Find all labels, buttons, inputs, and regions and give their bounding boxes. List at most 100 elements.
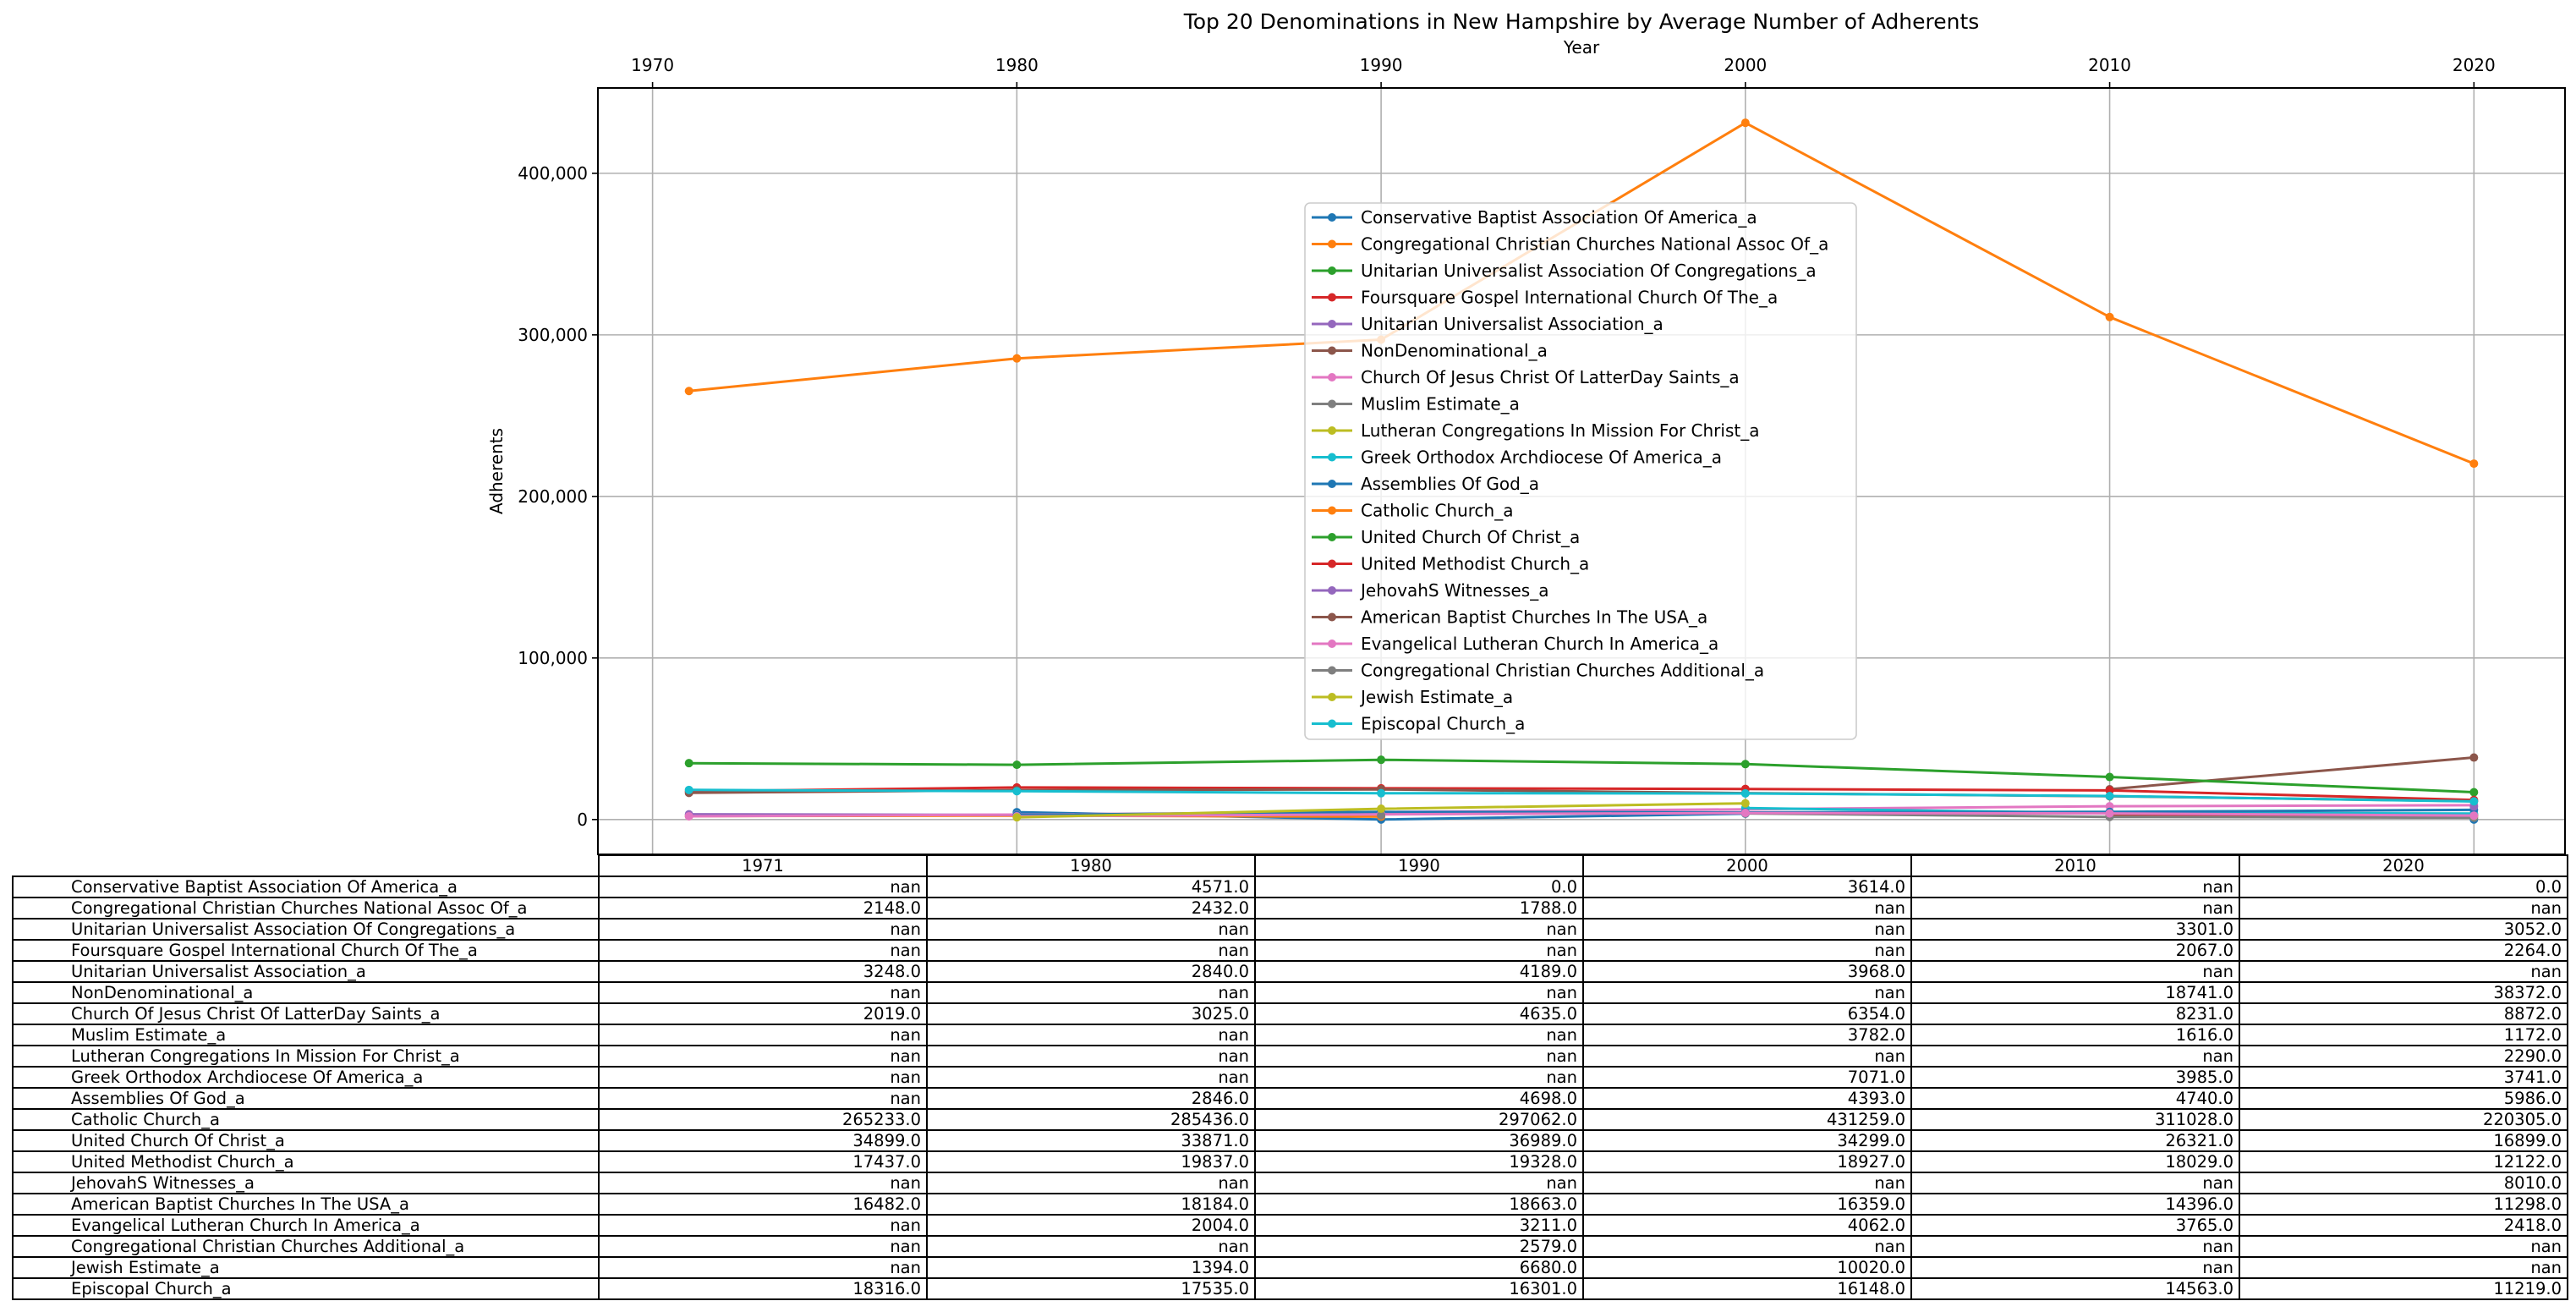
legend-marker [1328, 373, 1336, 382]
data-point [1377, 788, 1386, 798]
data-point [2105, 792, 2114, 801]
table-cell: 34299.0 [1582, 1129, 1912, 1152]
table-cell: 2846.0 [926, 1087, 1256, 1110]
table-cell: nan [926, 1024, 1256, 1046]
table-cell: nan [1910, 1045, 2240, 1068]
legend-entry: Greek Orthodox Archdiocese Of America_a [1361, 447, 1722, 468]
table-cell: 2004.0 [926, 1214, 1256, 1237]
table-column-header: 1980 [926, 854, 1256, 877]
legend-entry: Jewish Estimate_a [1359, 687, 1513, 707]
table-row-label: Catholic Church_a [12, 1108, 600, 1131]
table-cell: 3052.0 [2239, 918, 2568, 941]
table-row-label: Conservative Baptist Association Of Amer… [12, 876, 600, 898]
table-cell: 265233.0 [598, 1108, 928, 1131]
legend-marker [1328, 559, 1336, 568]
table-cell: 3741.0 [2239, 1066, 2568, 1089]
legend-entry: United Methodist Church_a [1361, 554, 1589, 574]
legend-entry: American Baptist Churches In The USA_a [1361, 607, 1707, 628]
table-cell: 2432.0 [926, 897, 1256, 919]
legend-entry: United Church Of Christ_a [1361, 527, 1580, 547]
table-cell: 3985.0 [1910, 1066, 2240, 1089]
legend-marker [1328, 480, 1336, 488]
table-row-label: NonDenominational_a [12, 981, 600, 1004]
legend-marker [1328, 453, 1336, 462]
data-point [684, 785, 693, 794]
legend-entry: Unitarian Universalist Association Of Co… [1361, 261, 1817, 281]
data-table: 1971 1980 1990 2000 2010 2020 Conservative Ba… [12, 854, 2568, 1300]
table-row-label: Episcopal Church_a [12, 1277, 600, 1300]
data-point [1377, 810, 1386, 820]
table-cell: nan [926, 939, 1256, 962]
x-axis-ticks: 1970 1980 1990 2000 2010 2020 [631, 55, 2496, 88]
legend-entry: Church Of Jesus Christ Of LatterDay Sain… [1361, 367, 1740, 387]
legend-marker [1328, 612, 1336, 622]
y-tick-label: 200,000 [518, 486, 588, 507]
table-cell: nan [598, 1087, 928, 1110]
table-row: Muslim Estimate_a nan nan nan 3782.0 1616.0 11… [12, 1024, 2568, 1046]
table-cell: nan [1582, 981, 1912, 1004]
table-cell: nan [598, 1235, 928, 1258]
table-row-label: Unitarian Universalist Association Of Co… [12, 918, 600, 941]
table-cell: nan [2239, 1235, 2568, 1258]
table-cell: 12122.0 [2239, 1150, 2568, 1173]
table-cell: 11298.0 [2239, 1193, 2568, 1216]
legend-entry: JehovahS Witnesses_a [1359, 580, 1548, 601]
table-cell: 5986.0 [2239, 1087, 2568, 1110]
series-line [688, 804, 2475, 818]
table-cell: nan [1910, 1256, 2240, 1279]
legend-box [1304, 202, 1857, 740]
table-cell: 2148.0 [598, 897, 928, 919]
series-line [688, 786, 2475, 802]
table-cell: 3968.0 [1582, 960, 1912, 983]
table-cell: nan [1910, 897, 2240, 919]
table-cell: 3025.0 [926, 1002, 1256, 1025]
table-cell: 18316.0 [598, 1277, 928, 1300]
table-row-label: Lutheran Congregations In Mission For Ch… [12, 1045, 600, 1068]
table-cell: 18184.0 [926, 1193, 1256, 1216]
table-cell: 19837.0 [926, 1150, 1256, 1173]
table-header-row: 1971 1980 1990 2000 2010 2020 [13, 854, 2568, 877]
data-point [2469, 788, 2479, 797]
legend-entry: NonDenominational_a [1361, 341, 1548, 361]
table-cell: nan [598, 1256, 928, 1279]
table-cell: nan [1910, 960, 2240, 983]
table-cell: nan [598, 1024, 928, 1046]
table-cell: nan [1582, 1235, 1912, 1258]
legend-marker [1328, 586, 1336, 595]
data-point [1740, 809, 1750, 818]
table-cell: 38372.0 [2239, 981, 2568, 1004]
table-cell: 2019.0 [598, 1002, 928, 1025]
x-tick-label: 1990 [1360, 55, 1403, 75]
y-tick-label: 400,000 [518, 163, 588, 184]
table-cell: 2067.0 [1910, 939, 2240, 962]
table-cell: 36989.0 [1254, 1129, 1584, 1152]
x-tick-label: 1970 [631, 55, 674, 75]
table-cell: 16301.0 [1254, 1277, 1584, 1300]
table-row: Unitarian Universalist Association_a 3248… [12, 960, 2568, 983]
table-row: Unitarian Universalist Association Of Co… [12, 918, 2568, 941]
plot-area-frame [597, 87, 2566, 855]
table-row: Lutheran Congregations In Mission For Ch… [12, 1045, 2568, 1068]
series-line [688, 788, 2475, 803]
table-cell: nan [1254, 939, 1584, 962]
table-row: Catholic Church_a 265233.0 285436.0 297062.… [12, 1108, 2568, 1131]
data-point [684, 387, 693, 396]
table-row-label: Congregational Christian Churches Nation… [12, 897, 600, 919]
data-point [684, 759, 693, 768]
legend-marker [1328, 239, 1336, 249]
data-point [1740, 799, 1750, 808]
chart-title: Top 20 Denominations in New Hampshire by… [1183, 9, 1980, 34]
legend-marker [1328, 320, 1336, 328]
table-cell: 3211.0 [1254, 1214, 1584, 1237]
legend-entry: Episcopal Church_a [1361, 714, 1525, 734]
table-cell: 6354.0 [1582, 1002, 1912, 1025]
table-cell: 4571.0 [926, 876, 1256, 898]
x-tick-label: 2000 [1724, 55, 1767, 75]
legend-entry: Conservative Baptist Association Of Amer… [1361, 207, 1757, 228]
table-cell: nan [1254, 1066, 1584, 1089]
data-lines [684, 118, 2479, 824]
data-point [2105, 809, 2114, 818]
table-row: NonDenominational_a nan nan nan nan 18741.0 38… [12, 981, 2568, 1004]
data-point [1740, 760, 1750, 769]
legend-marker [1328, 640, 1336, 648]
